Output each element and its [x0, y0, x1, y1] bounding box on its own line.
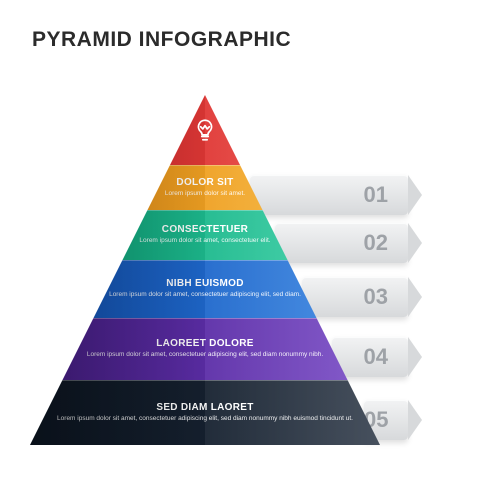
band-divider	[30, 318, 380, 319]
band-label: DOLOR SIT	[176, 177, 233, 188]
page-title: PYRAMID INFOGRAPHIC	[32, 28, 291, 52]
pyramid: DOLOR SIT Lorem ipsum dolor sit amet. CONS…	[30, 95, 380, 445]
infographic-stage: 0102030405 DOLOR SITLorem ipsum dolor si…	[30, 95, 470, 455]
band-label: LAOREET DOLORE	[156, 338, 254, 349]
band-divider	[30, 165, 380, 166]
pyramid-band-2: CONSECTETUER Lorem ipsum dolor sit amet, …	[30, 210, 380, 260]
band-label: CONSECTETUER	[162, 224, 248, 235]
pyramid-band-5: SED DIAM LAORET Lorem ipsum dolor sit ame…	[30, 380, 380, 445]
pyramid-band-4: LAOREET DOLORE Lorem ipsum dolor sit amet…	[30, 318, 380, 380]
band-subtext: Lorem ipsum dolor sit amet, consectetuer…	[139, 237, 270, 245]
band-subtext: Lorem ipsum dolor sit amet, consectetuer…	[109, 291, 301, 299]
band-label: NIBH EUISMOD	[166, 278, 244, 289]
lightbulb-icon	[192, 117, 218, 148]
band-label: SED DIAM LAORET	[156, 402, 253, 413]
band-divider	[30, 380, 380, 381]
pyramid-band-3: NIBH EUISMOD Lorem ipsum dolor sit amet, …	[30, 260, 380, 318]
band-subtext: Lorem ipsum dolor sit amet, consectetuer…	[87, 351, 323, 359]
pyramid-band-1: DOLOR SIT Lorem ipsum dolor sit amet.	[30, 165, 380, 210]
band-divider	[30, 210, 380, 211]
band-subtext: Lorem ipsum dolor sit amet.	[165, 190, 245, 198]
band-divider	[30, 260, 380, 261]
band-subtext: Lorem ipsum dolor sit amet, consectetuer…	[57, 415, 353, 423]
